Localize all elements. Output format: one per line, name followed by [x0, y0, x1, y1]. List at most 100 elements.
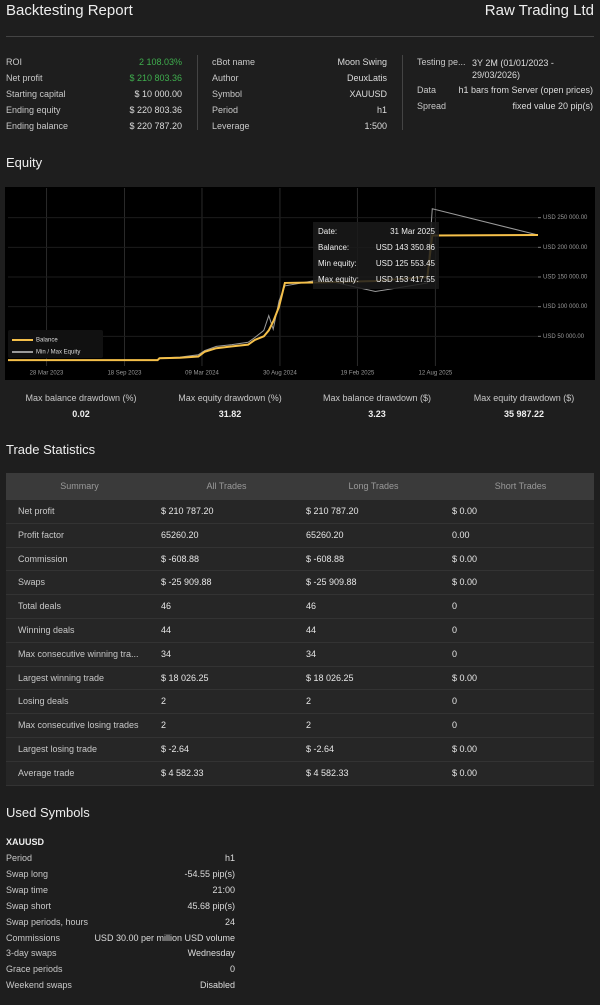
summary-label: Ending equity: [6, 105, 61, 115]
table-cell: Profit factor: [18, 529, 65, 540]
summary-label: Starting capital: [6, 89, 66, 99]
table-cell: Max consecutive losing trades: [18, 720, 139, 731]
table-cell: $ 4 582.33: [161, 767, 204, 778]
summary-separator: [402, 55, 403, 130]
summary-label: Author: [212, 73, 239, 83]
table-cell: Losing deals: [18, 696, 69, 707]
symbol-value: 21:00: [212, 884, 235, 895]
table-cell: Commission: [18, 553, 68, 564]
symbol-label: Swap short: [6, 900, 52, 911]
table-row: [6, 761, 594, 786]
table-cell: 0: [452, 696, 458, 707]
summary-label: Net profit: [6, 73, 43, 83]
drawdown-value: 0.02: [72, 409, 90, 419]
table-cell: 65260.20: [161, 529, 199, 540]
summary-label: cBot name: [212, 57, 256, 67]
summary-label: Symbol: [212, 89, 243, 99]
table-cell: $ 0.00: [452, 767, 478, 778]
table-cell: 2: [161, 696, 167, 707]
table-cell: 2: [306, 720, 312, 731]
table-cell: 44: [306, 625, 317, 635]
summary-value: h1: [376, 105, 387, 115]
table-cell: 0.00: [452, 529, 470, 540]
summary-label: Spread: [417, 101, 447, 111]
symbol-value: -54.55 pip(s): [184, 868, 235, 879]
symbol-value: USD 30.00 per million USD volume: [94, 932, 235, 943]
y-tick-label: USD 250 000.00: [543, 215, 588, 221]
drawdown-value: 35 987.22: [503, 409, 545, 419]
symbol-label: 3-day swaps: [6, 948, 57, 959]
table-cell: $ 18 026.25: [306, 672, 354, 683]
tooltip-value: USD 153 417.55: [376, 275, 436, 284]
symbol-label: Swap periods, hours: [6, 916, 89, 927]
symbol-value: 0: [229, 964, 235, 975]
tooltip-value: USD 125 553.45: [376, 259, 436, 268]
table-cell: $ -25 909.88: [161, 577, 212, 588]
table-cell: 0: [452, 648, 458, 659]
symbol-label: Commissions: [6, 932, 61, 943]
table-cell: 0: [452, 625, 458, 635]
table-cell: Total deals: [18, 601, 62, 612]
table-row: [6, 571, 594, 596]
y-tick-label: USD 100 000.00: [543, 304, 588, 310]
summary-value: $ 220 787.20: [129, 121, 182, 131]
section-title: Used Symbols: [6, 805, 90, 820]
table-cell: $ -608.88: [306, 553, 345, 564]
symbol-label: Swap time: [6, 884, 49, 895]
table-cell: 2: [161, 720, 167, 731]
column-header: Summary: [60, 481, 99, 491]
table-cell: 34: [161, 648, 172, 659]
summary-value: 3Y 2M (01/01/2023 - 29/03/2026): [472, 58, 554, 80]
table-cell: $ 4 582.33: [306, 767, 349, 778]
tooltip-box: [313, 222, 439, 289]
table-row: [6, 619, 594, 643]
table-cell: $ 0.00: [452, 744, 478, 754]
symbol-value: 45.68 pip(s): [187, 900, 235, 911]
table-cell: $ 0.00: [452, 577, 478, 588]
table-cell: $ 210 787.20: [161, 506, 214, 516]
summary-value: DeuxLatis: [346, 73, 387, 83]
symbol-value: h1: [224, 853, 235, 863]
summary-value: $ 10 000.00: [134, 89, 182, 99]
summary-value: $ 210 803.36: [129, 73, 182, 83]
table-cell: 46: [306, 601, 317, 612]
table-cell: Swaps: [18, 577, 46, 588]
table-cell: Average trade: [18, 767, 75, 778]
tooltip-value: USD 143 350.86: [376, 243, 436, 252]
table-row: [6, 523, 594, 548]
table-row: [6, 642, 594, 667]
table-cell: $ -2.64: [161, 744, 190, 754]
summary-label: Data: [417, 85, 437, 95]
x-tick-label: 18 Sep 2023: [107, 371, 142, 377]
drawdown-value: 31.82: [218, 409, 242, 419]
table-row: [6, 500, 594, 524]
symbol-value: 24: [224, 916, 235, 927]
drawdown-label: Max equity drawdown ($): [473, 393, 575, 403]
x-tick-label: 12 Aug 2025: [419, 371, 453, 377]
table-cell: $ -2.64: [306, 744, 335, 754]
broker-name: Raw Trading Ltd: [484, 2, 594, 19]
y-tick-label: USD 50 000.00: [543, 334, 585, 340]
symbol-label: Weekend swaps: [6, 980, 72, 991]
y-tick-label: USD 150 000.00: [543, 275, 588, 281]
table-cell: $ 18 026.25: [161, 672, 209, 683]
table-header: [6, 473, 594, 500]
drawdown-label: Max balance drawdown (%): [25, 393, 137, 403]
table-row: [6, 666, 594, 691]
symbol-value: Wednesday: [187, 948, 235, 959]
table-row: [6, 714, 594, 738]
table-cell: 34: [306, 648, 317, 659]
table-cell: Winning deals: [18, 625, 75, 635]
tooltip-value: 31 Mar 2025: [390, 227, 435, 236]
legend-label: Balance: [36, 338, 58, 344]
legend-label: Min / Max Equity: [36, 350, 80, 356]
summary-value: $ 220 803.36: [129, 105, 182, 115]
summary-value: XAUUSD: [349, 89, 387, 99]
summary-label: Leverage: [212, 121, 250, 131]
x-tick-label: 19 Feb 2025: [341, 371, 375, 377]
summary-value: Moon Swing: [337, 57, 387, 67]
drawdown-label: Max balance drawdown ($): [322, 393, 432, 403]
tooltip-label: Balance:: [318, 243, 349, 252]
summary-label: ROI: [6, 57, 23, 67]
